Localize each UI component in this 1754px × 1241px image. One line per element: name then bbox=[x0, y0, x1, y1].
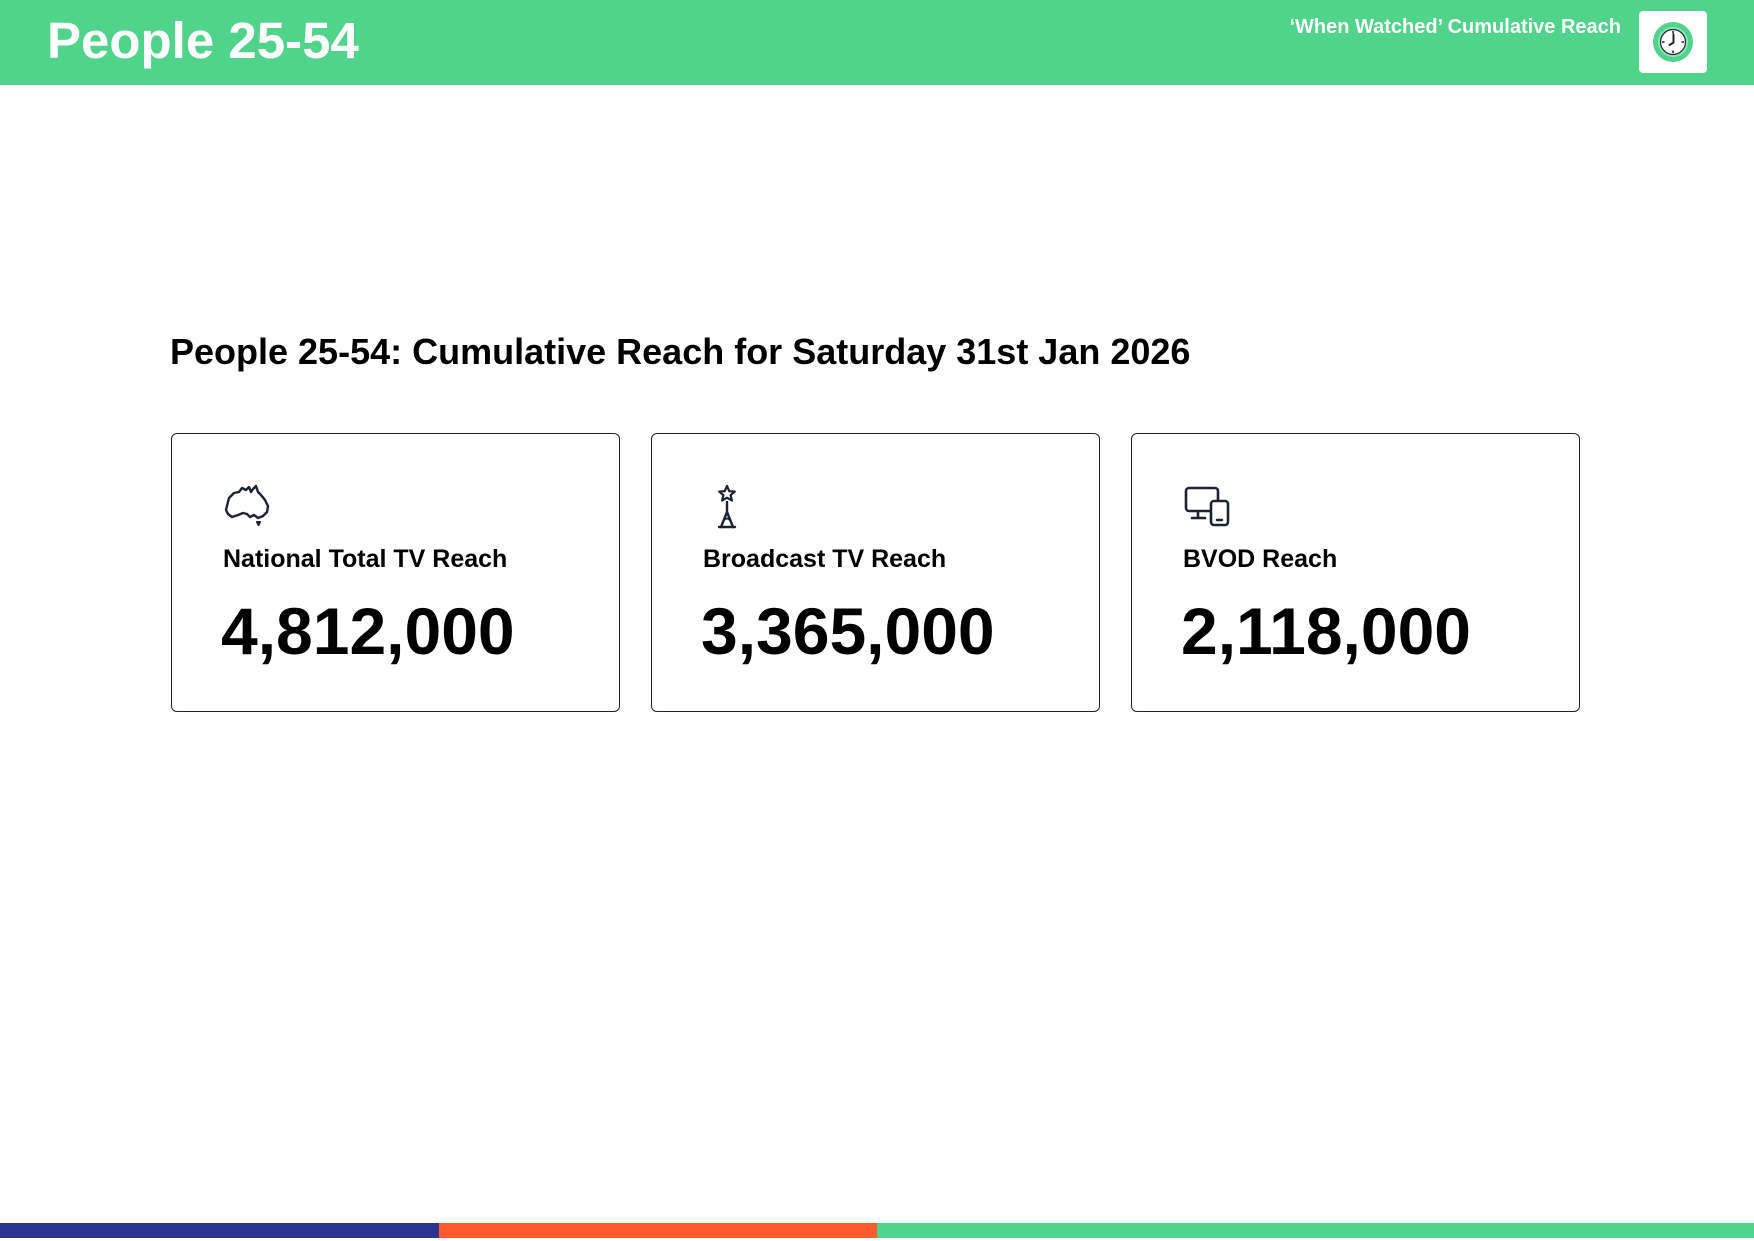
card-value: 2,118,000 bbox=[1181, 594, 1471, 668]
card-label: National Total TV Reach bbox=[223, 545, 508, 573]
card-label: BVOD Reach bbox=[1183, 545, 1338, 573]
clock-badge bbox=[1639, 11, 1707, 73]
footer-color-bar bbox=[0, 1223, 1754, 1238]
card-national-total-tv-reach: National Total TV Reach 4,812,000 bbox=[171, 433, 620, 712]
broadcast-tower-icon bbox=[717, 484, 737, 529]
australia-map-icon bbox=[224, 484, 270, 526]
reach-cards: National Total TV Reach 4,812,000 Broadc… bbox=[171, 433, 1583, 714]
report-subtitle: ‘When Watched’ Cumulative Reach bbox=[1289, 16, 1621, 38]
card-broadcast-tv-reach: Broadcast TV Reach 3,365,000 bbox=[651, 433, 1100, 712]
footer-segment-orange bbox=[438, 1223, 877, 1238]
card-value: 4,812,000 bbox=[221, 594, 515, 668]
section-title: People 25-54: Cumulative Reach for Satur… bbox=[170, 331, 1191, 372]
footer-segment-green bbox=[877, 1223, 1316, 1238]
footer-segment-navy bbox=[0, 1223, 439, 1238]
card-label: Broadcast TV Reach bbox=[703, 545, 947, 573]
footer-segment-green bbox=[1315, 1223, 1754, 1238]
header-bar: People 25-54 ‘When Watched’ Cumulative R… bbox=[0, 0, 1754, 85]
devices-icon bbox=[1184, 486, 1230, 527]
page-title: People 25-54 bbox=[47, 12, 359, 69]
card-value: 3,365,000 bbox=[701, 594, 995, 668]
card-bvod-reach: BVOD Reach 2,118,000 bbox=[1131, 433, 1580, 712]
clock-icon bbox=[1653, 22, 1693, 62]
